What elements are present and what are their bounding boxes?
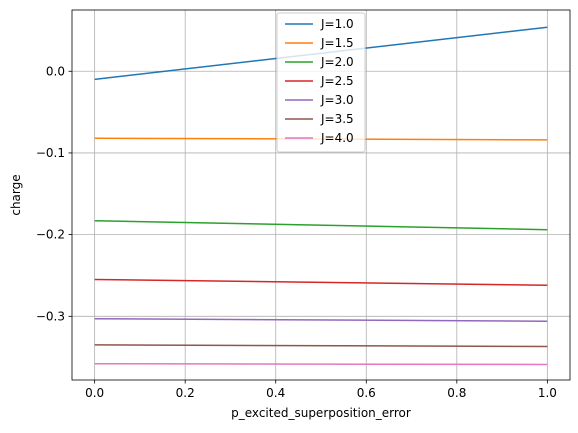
series-line-6 (94, 362, 548, 366)
plot-frame (71, 9, 571, 381)
legend-label: J=1.0 (320, 17, 354, 31)
x-tick-label: 0.2 (176, 386, 195, 400)
legend-label: J=2.5 (320, 74, 354, 88)
series-line-2 (94, 219, 548, 231)
y-tick-label: −0.2 (36, 228, 65, 242)
legend-label: J=3.0 (320, 93, 354, 107)
legend-label: J=4.0 (320, 131, 354, 145)
legend-label: J=1.5 (320, 36, 354, 50)
x-tick-label: 0.0 (85, 386, 104, 400)
legend: J=1.0 J=1.5 J=2.0 J=2.5 J=3.0 J=3.5 J=4.0 (276, 12, 366, 153)
x-tick-label: 0.4 (266, 386, 285, 400)
y-tick-label: −0.3 (36, 309, 65, 323)
legend-label: J=3.5 (320, 112, 354, 126)
grid (72, 10, 570, 380)
series-line-3 (94, 278, 548, 287)
series-line-5 (94, 344, 548, 348)
series-lines (94, 26, 548, 366)
y-axis-label: charge (9, 174, 23, 215)
x-tick-label: 0.6 (357, 386, 376, 400)
series-line-4 (94, 317, 548, 322)
x-axis-label: p_excited_superposition_error (231, 406, 411, 420)
legend-box (276, 12, 366, 153)
x-tick-label: 1.0 (538, 386, 557, 400)
y-tick-label: −0.1 (36, 146, 65, 160)
x-tick-label: 0.8 (447, 386, 466, 400)
axis-ticks: 0.0 0.2 0.4 0.6 0.8 1.0 0.0 −0.1 −0.2 −0.3 (36, 64, 557, 400)
y-tick-label: 0.0 (46, 64, 65, 78)
legend-label: J=2.0 (320, 55, 354, 69)
